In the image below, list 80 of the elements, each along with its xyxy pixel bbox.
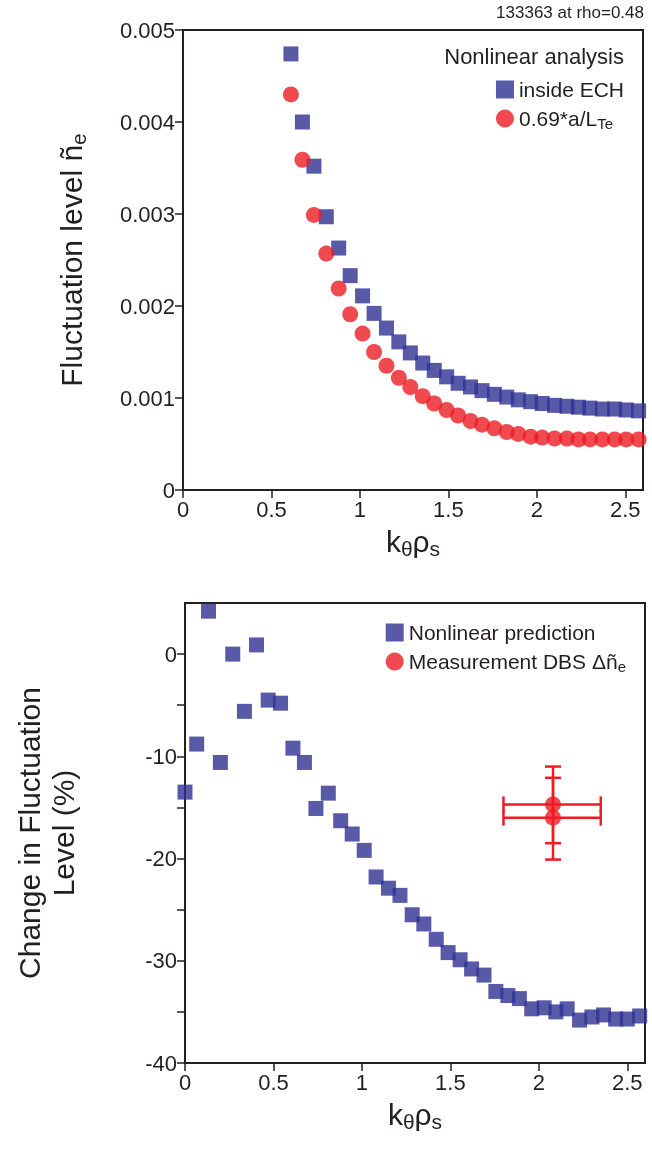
point	[378, 320, 394, 336]
x-tick-label: 1.5	[435, 1069, 466, 1095]
point	[333, 813, 349, 829]
y-tick-label: 0.004	[119, 109, 175, 135]
point	[305, 206, 322, 223]
legend-label: inside ECH	[518, 78, 625, 101]
point	[354, 325, 371, 342]
point	[368, 869, 384, 885]
point	[486, 420, 503, 437]
point	[355, 288, 371, 304]
point	[464, 961, 480, 977]
point	[414, 388, 431, 405]
point	[248, 637, 264, 653]
point	[296, 754, 312, 770]
x-tick-label: 0.5	[258, 1069, 289, 1095]
text: 133363 at rho=0.48	[496, 3, 644, 22]
point	[294, 151, 311, 168]
point	[318, 245, 335, 262]
y-tick-label: -10	[145, 743, 177, 769]
point	[236, 703, 252, 719]
point	[342, 268, 358, 284]
point	[356, 842, 372, 858]
y-axis-title: Change in Fluctuation Level (%)	[12, 687, 80, 979]
point	[366, 305, 382, 321]
point	[631, 403, 647, 419]
x-tick-label: 2.5	[610, 496, 641, 522]
y-tick-label: 0	[162, 477, 175, 503]
point	[308, 800, 324, 816]
point	[285, 740, 301, 756]
x-tick-label: 2	[532, 1069, 545, 1095]
point	[212, 754, 228, 770]
point	[545, 796, 561, 813]
point	[344, 826, 360, 842]
point	[476, 967, 492, 983]
point	[416, 916, 432, 932]
x-tick-label: 1	[355, 1069, 369, 1095]
point	[330, 280, 347, 297]
y-tick-label: 0	[164, 641, 177, 667]
y-tick-label: 0.002	[119, 293, 175, 319]
point	[378, 357, 395, 374]
legend-label: Nonlinear prediction	[408, 621, 596, 644]
point	[426, 395, 443, 412]
point	[511, 991, 527, 1007]
point	[559, 1001, 575, 1017]
x-tick-label: 2.5	[612, 1069, 643, 1095]
point	[366, 344, 383, 360]
point	[294, 114, 310, 130]
point	[390, 369, 407, 386]
y-tick-label: 0.001	[119, 385, 175, 411]
point	[282, 86, 299, 103]
point	[225, 646, 241, 662]
point	[450, 407, 467, 424]
x-tick-label: 1	[353, 496, 367, 522]
y-axis-title: Fluctuation level ñe	[54, 133, 90, 387]
point	[545, 809, 561, 826]
y-tick-label: -30	[145, 948, 177, 974]
point	[402, 378, 419, 395]
point	[392, 887, 408, 903]
point	[510, 425, 527, 442]
x-tick-label: 1.5	[433, 496, 464, 522]
x-tick-label: 2	[530, 496, 543, 522]
point	[391, 334, 407, 350]
point	[402, 345, 418, 361]
x-tick-label: 0.5	[256, 496, 287, 522]
point	[630, 431, 647, 448]
point	[632, 1008, 648, 1024]
y-tick-label: 0.003	[119, 201, 175, 227]
y-tick-label: -20	[145, 846, 177, 872]
point	[320, 785, 336, 801]
legend-title: Nonlinear analysis	[444, 43, 625, 69]
point	[177, 784, 193, 800]
point	[283, 46, 299, 62]
point	[273, 695, 289, 711]
y-tick-label: 0.005	[119, 17, 175, 43]
y-tick-label: -40	[145, 1050, 177, 1076]
point	[201, 603, 217, 619]
point	[189, 736, 205, 752]
point	[331, 240, 347, 256]
point	[342, 306, 359, 323]
point	[428, 931, 444, 947]
